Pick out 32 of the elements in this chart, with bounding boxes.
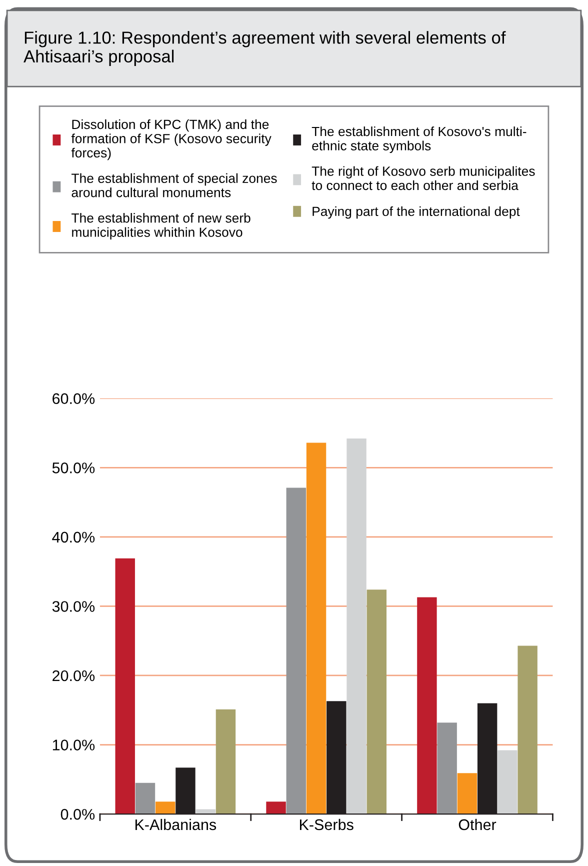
y-tick-label: 10.0%	[52, 740, 95, 750]
legend-label: The establishment of new serb municipalities whithin Kosovo	[72, 213, 250, 240]
bar	[417, 597, 437, 814]
legend-label: The establishment of special zones around cultural monuments	[72, 173, 277, 198]
y-tick-label: 20.0%	[52, 670, 95, 682]
legend-label: Paying part of the international dept	[312, 206, 520, 219]
y-tick-label: 60.0%	[52, 393, 95, 404]
bar	[366, 590, 387, 814]
bar	[286, 488, 306, 814]
bar	[346, 438, 366, 814]
bar	[266, 802, 286, 814]
bar	[196, 809, 216, 814]
bar	[518, 646, 538, 814]
legend-label: The right of Kosovo serb municipalites to connect to each other and serbia	[312, 166, 535, 190]
bar	[457, 773, 478, 814]
y-tick-label: 30.0%	[52, 601, 95, 612]
x-tick-label: K-Serbs	[300, 818, 354, 830]
bar	[156, 802, 176, 814]
y-tick-label: 50.0%	[52, 462, 95, 474]
bar	[135, 782, 156, 814]
x-tick-label: Other	[458, 818, 496, 830]
legend-label: Dissolution of KPC (TMK) and the formation of KSF (Kosovo security forces)	[71, 119, 272, 160]
y-tick-label: 40.0%	[52, 532, 95, 543]
bar	[216, 709, 236, 814]
chart-title: Figure 1.10: Respondent’s agreement with several elements of Ahtisaari’s proposal	[24, 31, 506, 66]
bar	[115, 558, 135, 814]
y-tick-label: 0.0%	[60, 808, 95, 820]
bar	[498, 750, 518, 814]
legend-label: The establishment of Kosovo's multi- ethnic state symbols	[312, 126, 526, 153]
x-tick-label: K-Albanians	[135, 818, 216, 830]
bar	[437, 722, 457, 814]
bar	[306, 442, 326, 814]
